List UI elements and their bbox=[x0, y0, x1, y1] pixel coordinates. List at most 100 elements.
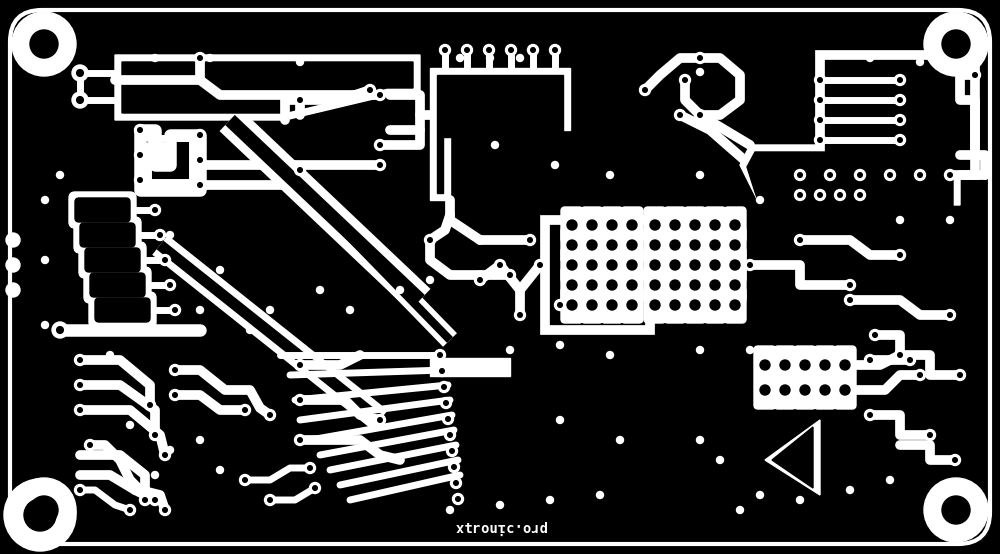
Circle shape bbox=[264, 409, 276, 420]
Circle shape bbox=[838, 193, 842, 197]
Circle shape bbox=[42, 197, 48, 203]
Circle shape bbox=[958, 373, 962, 377]
Circle shape bbox=[368, 88, 372, 93]
Circle shape bbox=[434, 350, 446, 361]
Circle shape bbox=[710, 260, 720, 270]
Circle shape bbox=[710, 240, 720, 250]
Circle shape bbox=[246, 326, 254, 334]
Circle shape bbox=[780, 360, 790, 370]
Circle shape bbox=[800, 385, 810, 395]
FancyBboxPatch shape bbox=[621, 227, 643, 263]
Circle shape bbox=[556, 417, 564, 423]
Circle shape bbox=[6, 283, 20, 297]
Circle shape bbox=[546, 496, 554, 504]
Circle shape bbox=[683, 78, 687, 83]
Circle shape bbox=[163, 507, 167, 512]
Circle shape bbox=[643, 88, 647, 93]
Circle shape bbox=[898, 117, 902, 122]
Circle shape bbox=[158, 233, 162, 237]
Bar bbox=[430, 358, 510, 376]
Circle shape bbox=[757, 197, 764, 203]
Circle shape bbox=[150, 204, 160, 216]
Circle shape bbox=[462, 44, 473, 55]
Circle shape bbox=[452, 494, 464, 505]
Polygon shape bbox=[115, 55, 420, 120]
Circle shape bbox=[77, 96, 83, 104]
Circle shape bbox=[428, 238, 432, 242]
FancyBboxPatch shape bbox=[664, 287, 686, 323]
Circle shape bbox=[128, 507, 132, 512]
Circle shape bbox=[670, 260, 680, 270]
FancyBboxPatch shape bbox=[581, 207, 603, 243]
FancyBboxPatch shape bbox=[601, 287, 623, 323]
Circle shape bbox=[505, 269, 516, 280]
FancyBboxPatch shape bbox=[581, 247, 603, 283]
Circle shape bbox=[556, 341, 564, 348]
Circle shape bbox=[607, 280, 617, 290]
Circle shape bbox=[650, 240, 660, 250]
FancyBboxPatch shape bbox=[704, 247, 726, 283]
Circle shape bbox=[587, 260, 597, 270]
Circle shape bbox=[973, 73, 977, 78]
Circle shape bbox=[818, 193, 822, 197]
Circle shape bbox=[607, 240, 617, 250]
Circle shape bbox=[606, 351, 614, 358]
Circle shape bbox=[442, 413, 454, 424]
FancyBboxPatch shape bbox=[664, 267, 686, 303]
FancyBboxPatch shape bbox=[621, 287, 643, 323]
FancyBboxPatch shape bbox=[95, 298, 150, 322]
Circle shape bbox=[496, 501, 504, 509]
Circle shape bbox=[514, 310, 526, 321]
Circle shape bbox=[650, 260, 660, 270]
Circle shape bbox=[194, 155, 206, 166]
Circle shape bbox=[531, 48, 535, 52]
Circle shape bbox=[163, 453, 167, 457]
FancyBboxPatch shape bbox=[621, 247, 643, 283]
Circle shape bbox=[57, 327, 63, 334]
Circle shape bbox=[164, 280, 176, 290]
Circle shape bbox=[854, 170, 866, 181]
Circle shape bbox=[948, 312, 952, 317]
Circle shape bbox=[916, 59, 924, 65]
Circle shape bbox=[814, 95, 826, 105]
Polygon shape bbox=[430, 68, 570, 200]
Circle shape bbox=[640, 85, 650, 95]
Circle shape bbox=[478, 278, 482, 283]
Circle shape bbox=[587, 220, 597, 230]
Circle shape bbox=[606, 172, 614, 178]
Circle shape bbox=[898, 353, 902, 357]
FancyBboxPatch shape bbox=[69, 192, 136, 228]
FancyBboxPatch shape bbox=[664, 207, 686, 243]
Circle shape bbox=[173, 307, 177, 312]
Text: pro.ɔinoɹʇx: pro.ɔinoɹʇx bbox=[454, 520, 546, 534]
Polygon shape bbox=[772, 427, 813, 488]
Circle shape bbox=[173, 393, 177, 397]
Circle shape bbox=[396, 286, 404, 294]
Circle shape bbox=[696, 346, 704, 353]
Circle shape bbox=[864, 409, 876, 420]
Circle shape bbox=[144, 399, 156, 411]
Circle shape bbox=[538, 263, 542, 268]
Circle shape bbox=[152, 54, 158, 61]
Circle shape bbox=[680, 74, 690, 85]
Circle shape bbox=[848, 297, 852, 302]
Circle shape bbox=[308, 466, 312, 470]
Circle shape bbox=[946, 217, 954, 223]
FancyBboxPatch shape bbox=[724, 207, 746, 243]
Circle shape bbox=[134, 175, 146, 186]
FancyBboxPatch shape bbox=[621, 207, 643, 243]
Circle shape bbox=[160, 505, 170, 516]
Polygon shape bbox=[747, 152, 953, 212]
Circle shape bbox=[828, 173, 832, 177]
Circle shape bbox=[650, 300, 660, 310]
Circle shape bbox=[694, 110, 706, 121]
Polygon shape bbox=[545, 220, 650, 330]
Circle shape bbox=[448, 461, 460, 473]
Circle shape bbox=[486, 54, 494, 61]
Circle shape bbox=[150, 495, 160, 505]
Circle shape bbox=[942, 30, 970, 58]
Circle shape bbox=[134, 125, 146, 136]
Circle shape bbox=[696, 437, 704, 444]
Circle shape bbox=[824, 170, 836, 181]
FancyBboxPatch shape bbox=[684, 287, 706, 323]
